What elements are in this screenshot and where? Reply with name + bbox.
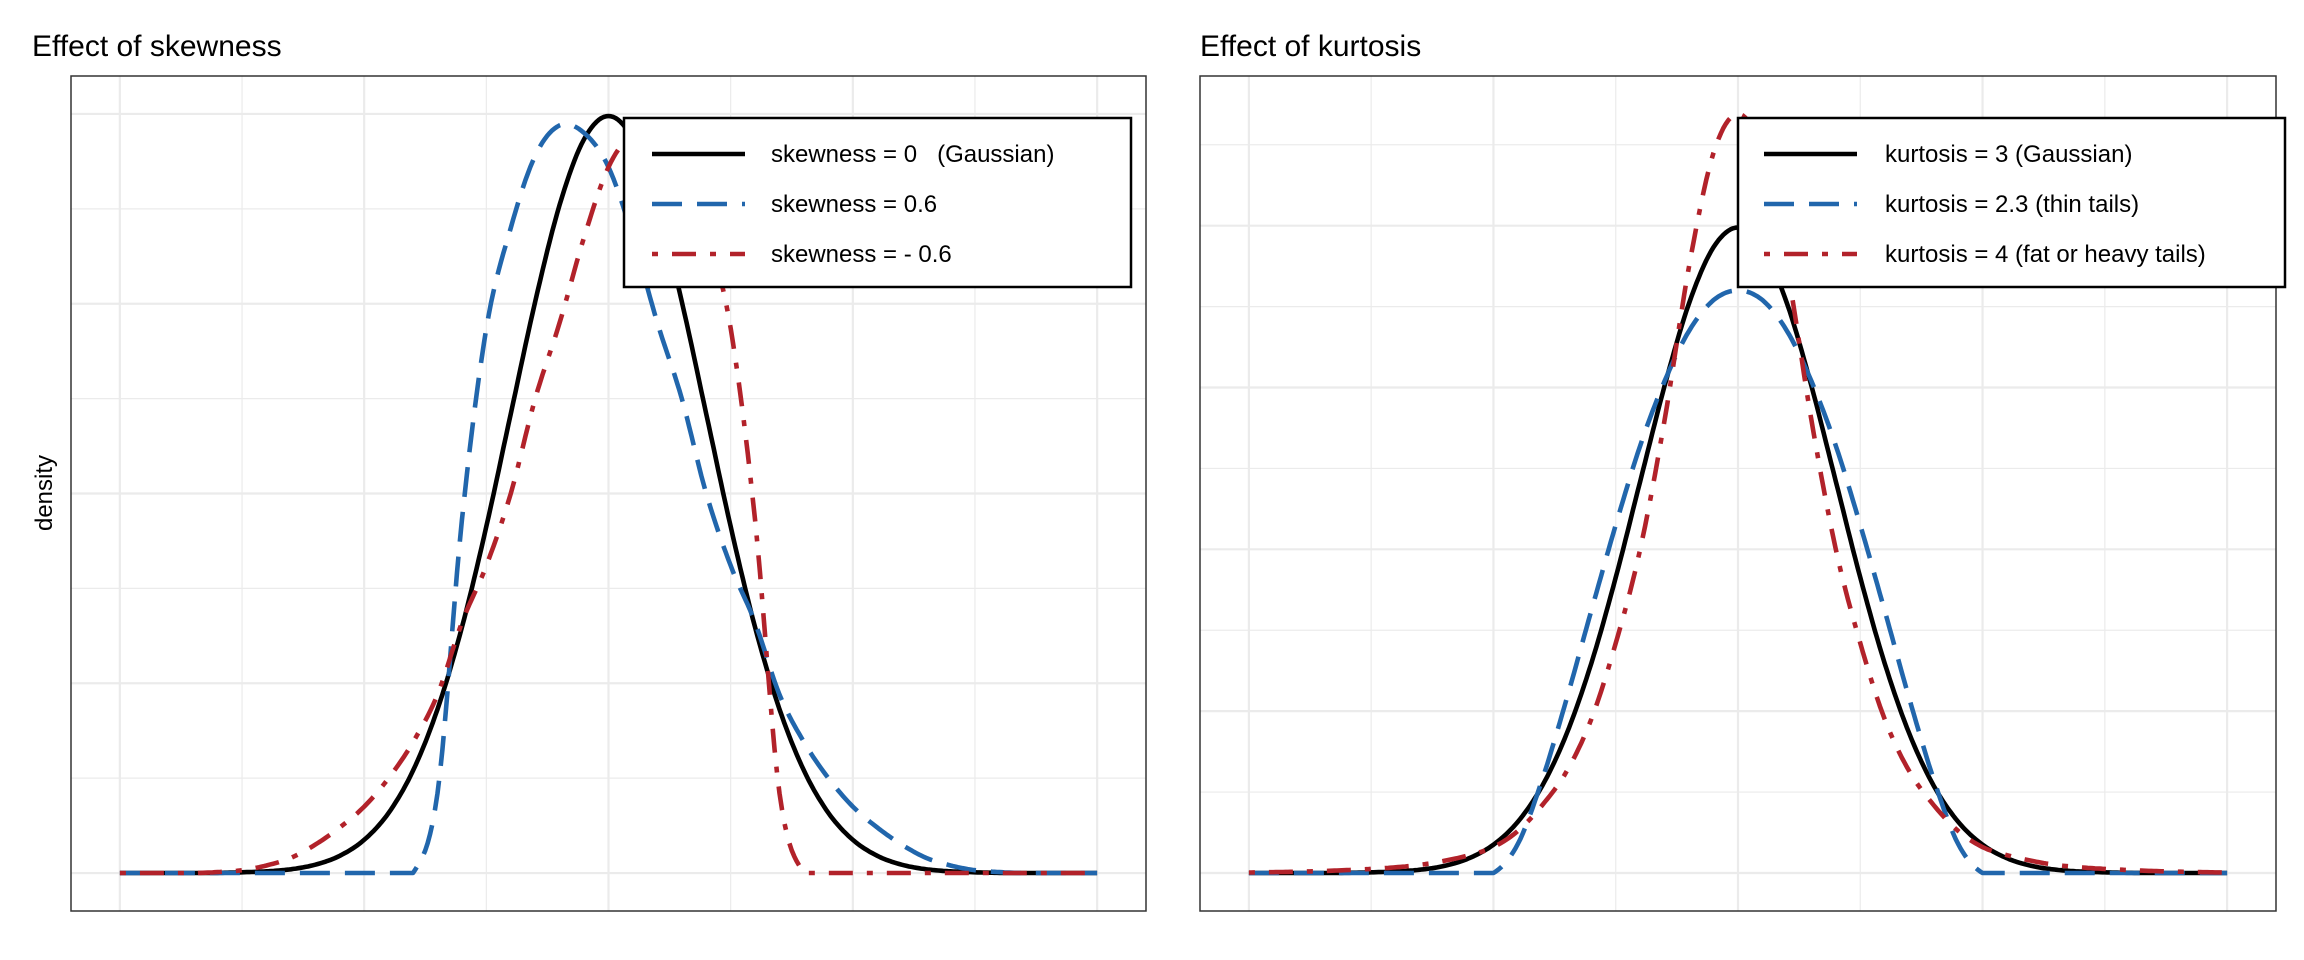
kurtosis-gridlines	[1200, 76, 2276, 911]
legend-item-kurtosis-4: kurtosis = 4 (fat or heavy tails)	[1764, 241, 2206, 268]
legend-label: skewness = 0.6	[771, 191, 937, 218]
legend-label: kurtosis = 2.3 (thin tails)	[1885, 191, 2139, 218]
skewness-title: Effect of skewness	[32, 30, 282, 63]
series-line-dotdash	[119, 121, 1098, 876]
kurtosis-legend: kurtosis = 3 (Gaussian) kurtosis = 2.3 (…	[1736, 116, 2287, 289]
series-line-solid	[119, 113, 1098, 876]
kurtosis-panel-border	[1199, 75, 2277, 912]
skewness-legend: skewness = 0 (Gaussian) skewness = 0.6 s…	[622, 116, 1133, 289]
legend-label: kurtosis = 3 (Gaussian)	[1885, 141, 2132, 168]
legend-label: skewness = 0 (Gaussian)	[771, 141, 1054, 168]
series-line-dotdash	[1248, 111, 2228, 875]
legend-label: kurtosis = 4 (fat or heavy tails)	[1885, 241, 2206, 268]
legend-item-skewness-neg: skewness = - 0.6	[652, 241, 952, 268]
kurtosis-title: Effect of kurtosis	[1200, 30, 1421, 63]
legend-item-kurtosis-2-3: kurtosis = 2.3 (thin tails)	[1764, 191, 2139, 218]
legend-item-skewness-pos: skewness = 0.6	[652, 191, 937, 218]
skewness-panel: Effect of skewness density skewness = 0 …	[31, 30, 1147, 912]
legend-item-kurtosis-3: kurtosis = 3 (Gaussian)	[1764, 141, 2132, 168]
legend-label: skewness = - 0.6	[771, 241, 952, 268]
legend-item-skewness-0: skewness = 0 (Gaussian)	[652, 141, 1054, 168]
y-axis-label: density	[31, 455, 58, 531]
skewness-curves	[119, 113, 1098, 876]
skewness-panel-border	[70, 75, 1147, 912]
kurtosis-panel: Effect of kurtosis kurtosis = 3 (Gaussia…	[1199, 30, 2287, 912]
series-line-dashed	[1248, 288, 2228, 876]
